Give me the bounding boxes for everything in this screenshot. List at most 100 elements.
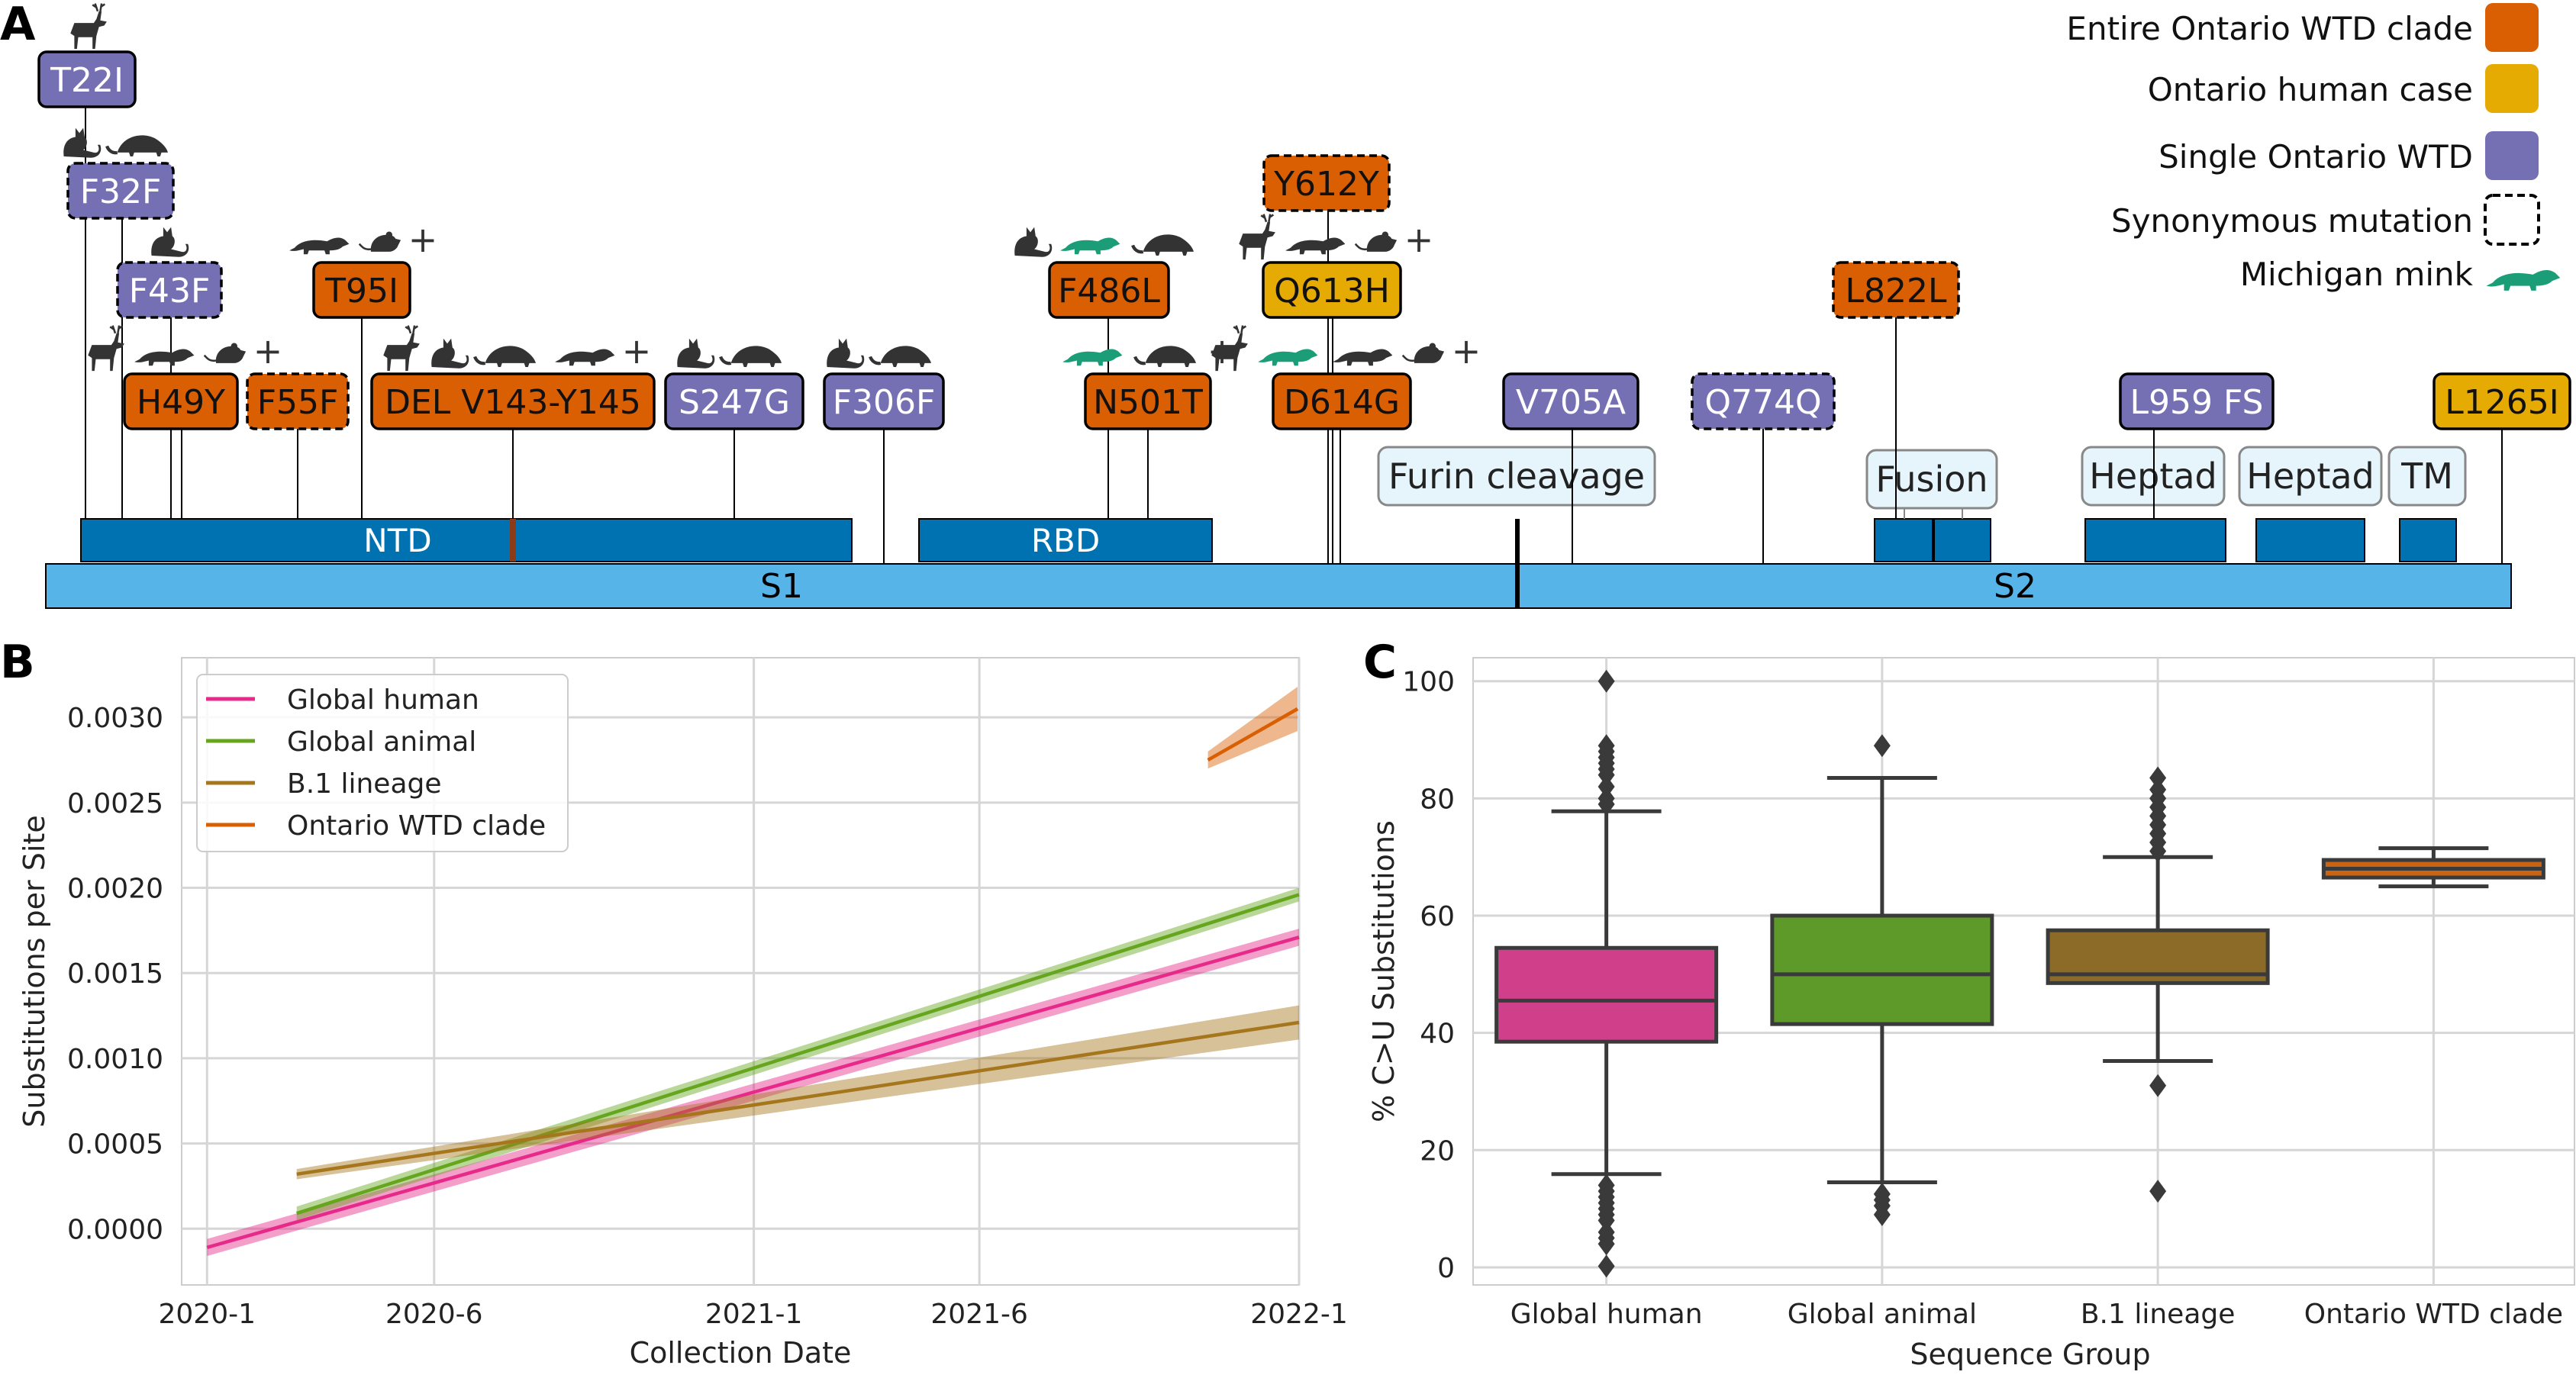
legend-swatch-single <box>2485 131 2539 180</box>
mutation-label: T95I <box>324 272 398 311</box>
mink-legend-icon <box>2486 269 2561 291</box>
x-tick-label: 2021-6 <box>930 1299 1028 1330</box>
series-line <box>1207 707 1299 762</box>
spike-bar <box>45 563 2512 609</box>
mutation-box <box>823 372 945 430</box>
animal-rodent-icon <box>203 342 247 365</box>
domain-ntd <box>80 518 853 562</box>
x-tick-label: 2020-6 <box>385 1299 483 1330</box>
box-outlier <box>1598 763 1615 787</box>
y-axis-label: % C>U Substitutions <box>1367 820 1401 1122</box>
mutation-label: S247G <box>679 383 790 422</box>
animal-mink-green-icon <box>1060 237 1120 255</box>
mutation-box <box>66 162 175 220</box>
plus-icon: + <box>622 330 652 372</box>
mutation-label: L959 FS <box>2130 383 2264 422</box>
region-box-tm <box>2387 446 2467 507</box>
domain-block-4 <box>2399 518 2457 562</box>
legend-label-syn: Synonymous mutation <box>2111 202 2473 240</box>
box-outlier <box>1598 793 1615 816</box>
animal-cat-icon <box>1014 227 1053 257</box>
y-tick-label: 20 <box>1420 1135 1455 1167</box>
panel-a-label: A <box>0 0 36 51</box>
s1-label: S1 <box>760 567 803 606</box>
animal-pangolin-icon <box>1135 346 1196 367</box>
x-axis-label: Collection Date <box>630 1336 852 1370</box>
animal-pangolin-icon <box>107 135 168 156</box>
animal-deer-icon <box>382 324 421 372</box>
y-tick-label: 0.0025 <box>67 788 163 819</box>
mutation-box <box>664 372 804 430</box>
animal-deer-icon <box>69 2 108 50</box>
legend-b <box>196 674 569 852</box>
legend-b-label: Global animal <box>287 726 476 758</box>
box-outlier <box>1598 775 1615 799</box>
mutation-label: F43F <box>129 272 211 311</box>
series-line <box>296 1020 1300 1177</box>
y-tick-label: 0.0015 <box>67 958 163 990</box>
domain-block-3 <box>2255 518 2365 562</box>
series-line <box>296 893 1300 1216</box>
animal-cat-icon <box>827 338 865 369</box>
animal-mink-icon <box>134 349 195 366</box>
box-outlier <box>1598 1254 1615 1278</box>
animal-cat-icon <box>677 338 715 369</box>
animal-mink-icon <box>1333 349 1393 366</box>
mutation-box <box>1048 261 1170 319</box>
box-outlier <box>2149 1074 2167 1097</box>
mutation-box <box>37 50 137 108</box>
legend-label-mink: Michigan mink <box>2240 256 2474 293</box>
box-outlier <box>1873 1203 1891 1226</box>
ntd-deletion-mark <box>510 519 516 562</box>
region-box-fusion <box>1865 449 1998 510</box>
mutation-label: H49Y <box>137 383 225 422</box>
region-label-heptad2: Heptad <box>2246 456 2374 497</box>
domain-block-1 <box>1933 518 1991 562</box>
box-body <box>1494 945 1719 1044</box>
box-outlier <box>1598 669 1615 693</box>
box-outlier <box>1598 1232 1615 1256</box>
series-line <box>206 935 1300 1250</box>
animal-pangolin-icon <box>1133 234 1194 256</box>
mutation-box <box>1084 372 1212 430</box>
animal-mink-icon <box>1285 237 1346 255</box>
box-outlier <box>1598 1209 1615 1232</box>
legend-label-single: Single Ontario WTD <box>2158 138 2473 175</box>
region-label-fusion: Fusion <box>1875 459 1988 500</box>
y-tick-label: 0.0000 <box>67 1214 163 1245</box>
region-box-furin <box>1377 446 1656 507</box>
mutation-box <box>1832 261 1960 319</box>
animal-mink-icon <box>289 237 350 255</box>
panel-b-label: B <box>0 636 35 689</box>
region-label-tm: TM <box>2400 456 2453 497</box>
x-tick-label: Ontario WTD clade <box>2304 1299 2563 1330</box>
domain-label-ntd: NTD <box>363 522 431 559</box>
y-tick-label: 0.0020 <box>67 874 163 905</box>
animal-mink-green-icon <box>1258 349 1318 366</box>
plus-icon: + <box>1404 219 1434 260</box>
domain-block-0 <box>1874 518 1933 562</box>
mutation-box <box>123 372 239 430</box>
y-axis-label: Substitutions per Site <box>18 815 51 1127</box>
y-tick-label: 0 <box>1437 1253 1455 1284</box>
mutation-box <box>1691 372 1836 430</box>
box-outlier <box>2149 1180 2167 1203</box>
box-outlier <box>2149 839 2167 863</box>
mutation-box <box>1272 372 1412 430</box>
animal-cat-icon <box>63 127 102 158</box>
mutation-box <box>246 372 350 430</box>
mutation-label: F55F <box>257 383 339 422</box>
animal-deer-icon <box>1238 213 1277 261</box>
mutation-label: N501T <box>1093 383 1203 422</box>
mutation-label: Q613H <box>1274 272 1390 311</box>
animal-mink-icon <box>555 349 615 366</box>
mutation-box <box>1262 261 1402 319</box>
plus-icon: + <box>408 219 438 260</box>
y-tick-label: 60 <box>1420 901 1455 932</box>
x-tick-label: Global human <box>1510 1299 1703 1330</box>
box-outlier <box>1873 734 1891 758</box>
animal-rodent-icon <box>1354 230 1398 253</box>
mutation-box <box>1502 372 1639 430</box>
mutation-label: T22I <box>50 61 124 100</box>
